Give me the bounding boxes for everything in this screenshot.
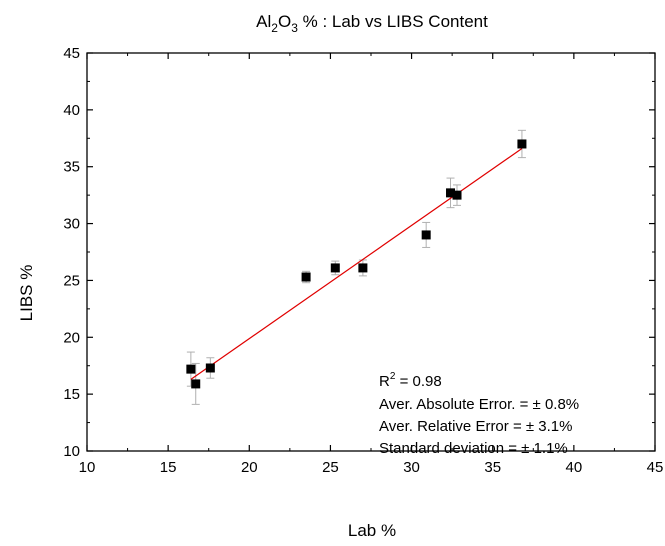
- chart-title-middle: O: [278, 12, 291, 31]
- x-tick-label: 30: [403, 459, 420, 476]
- stats-annotation: R2 = 0.98 Aver. Absolute Error. = ± 0.8%…: [379, 371, 579, 457]
- data-point: [358, 263, 368, 273]
- y-tick-label: 30: [63, 216, 80, 233]
- x-tick-label: 10: [79, 459, 96, 476]
- chart-title: Al2O3 % : Lab vs LIBS Content: [256, 12, 488, 35]
- relative-error-label: Aver. Relative Error = ± 3.1%: [379, 418, 572, 435]
- plot-frame: [86, 52, 656, 452]
- data-point: [301, 272, 311, 282]
- x-tick-label: 35: [484, 459, 501, 476]
- r-squared-sup: 2: [390, 371, 396, 382]
- data-point: [205, 363, 215, 373]
- x-tick-label: 40: [566, 459, 583, 476]
- data-point: [452, 190, 462, 200]
- data-point: [186, 364, 196, 374]
- y-tick-label: 10: [63, 443, 80, 460]
- data-point: [191, 379, 201, 389]
- chart-title-sub1: 2: [271, 21, 278, 35]
- chart-title-prefix: Al: [256, 12, 271, 31]
- x-tick-label: 25: [322, 459, 339, 476]
- x-tick-label: 15: [160, 459, 177, 476]
- r-squared-value: = 0.98: [395, 373, 441, 390]
- data-point: [421, 230, 431, 240]
- data-point: [446, 188, 456, 198]
- x-tick-label: 20: [241, 459, 258, 476]
- chart-title-suffix: % : Lab vs LIBS Content: [298, 12, 488, 31]
- r-squared-prefix: R: [379, 373, 390, 390]
- y-axis-label: LIBS %: [17, 265, 36, 322]
- r-squared-label: R2 = 0.98: [379, 371, 442, 390]
- data-point: [330, 263, 340, 273]
- chart-title-sub2: 3: [291, 21, 298, 35]
- y-tick-label: 20: [63, 329, 80, 346]
- x-tick-label: 45: [647, 459, 664, 476]
- data-point: [517, 139, 527, 149]
- y-tick-label: 25: [63, 272, 80, 289]
- fit-line: [190, 148, 523, 380]
- x-axis-label: Lab %: [348, 521, 396, 540]
- y-tick-label: 40: [63, 102, 80, 119]
- y-tick-label: 15: [63, 386, 80, 403]
- y-tick-label: 35: [63, 159, 80, 176]
- y-tick-label: 45: [63, 45, 80, 62]
- absolute-error-label: Aver. Absolute Error. = ± 0.8%: [379, 396, 579, 413]
- std-deviation-label: Standard deviation = ± 1.1%: [379, 440, 568, 457]
